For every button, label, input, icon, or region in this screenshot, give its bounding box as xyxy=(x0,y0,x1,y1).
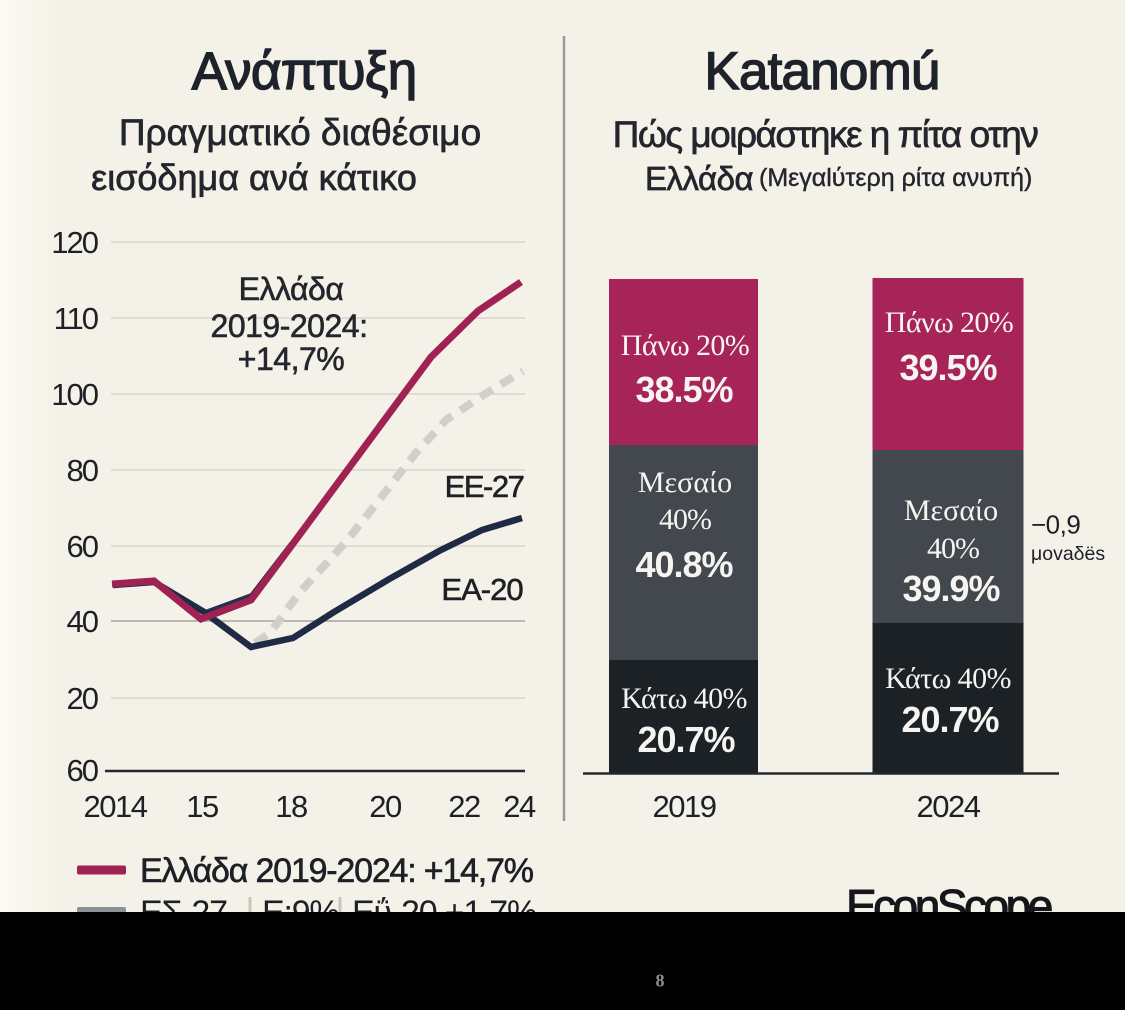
svg-text:(Μεγαlύτερη ρίτα ανυπή): (Μεγαlύτερη ρίτα ανυπή) xyxy=(759,164,1032,192)
svg-text:60: 60 xyxy=(67,529,99,564)
svg-text:100: 100 xyxy=(51,377,98,412)
svg-text:Ελλάδα: Ελλάδα xyxy=(239,271,344,307)
svg-text:20: 20 xyxy=(369,789,402,824)
svg-text:Ελλάδα 2019-2024: +14,7%: Ελλάδα 2019-2024: +14,7% xyxy=(140,852,534,890)
svg-text:Πάνω 20%: Πάνω 20% xyxy=(621,329,749,362)
svg-text:40: 40 xyxy=(67,604,99,639)
svg-text:20.7%: 20.7% xyxy=(637,719,735,760)
svg-text:2024: 2024 xyxy=(917,789,981,824)
svg-text:Πραγματικό διαθέσιμο: Πραγματικό διαθέσιμο xyxy=(119,112,481,153)
svg-text:39.5%: 39.5% xyxy=(899,347,997,388)
svg-text:EA-20: EA-20 xyxy=(441,572,523,607)
svg-text:40%: 40% xyxy=(927,532,979,565)
svg-text:80: 80 xyxy=(67,453,99,488)
svg-text:20: 20 xyxy=(67,681,99,716)
svg-text:40.8%: 40.8% xyxy=(635,544,733,585)
svg-text:εισόδημα ανά κάτικο: εισόδημα ανά κάτικο xyxy=(91,157,417,198)
svg-text:EE-27: EE-27 xyxy=(445,469,524,504)
svg-text:39.9%: 39.9% xyxy=(902,568,1000,609)
svg-text:Μεσαίο: Μεσαίο xyxy=(904,494,998,527)
svg-text:15: 15 xyxy=(186,789,218,824)
svg-text:22: 22 xyxy=(448,789,480,824)
svg-text:−0,9: −0,9 xyxy=(1031,510,1080,540)
svg-text:Katanomú: Katanomú xyxy=(704,42,939,101)
svg-text:40%: 40% xyxy=(659,503,711,536)
svg-text:60: 60 xyxy=(67,753,99,788)
svg-text:Ανάπτυξη: Ανάπτυξη xyxy=(192,42,417,101)
svg-text:μοvaδës: μοvaδës xyxy=(1031,543,1105,565)
svg-text:110: 110 xyxy=(54,301,99,336)
svg-text:Κάτω 40%: Κάτω 40% xyxy=(621,682,747,715)
svg-text:38.5%: 38.5% xyxy=(635,369,733,410)
svg-text:18: 18 xyxy=(275,789,307,824)
svg-text:Μεσαίο: Μεσαίο xyxy=(638,466,732,499)
svg-text:24: 24 xyxy=(503,789,536,824)
svg-text:Πάνω 20%: Πάνω 20% xyxy=(885,306,1013,339)
svg-text:120: 120 xyxy=(51,225,98,260)
svg-text:8: 8 xyxy=(656,971,665,991)
svg-text:Πώς μοιράστηκε η πίτα οτην: Πώς μοιράστηκε η πίτα οτην xyxy=(613,114,1039,155)
svg-text:2019: 2019 xyxy=(653,789,716,824)
svg-text:2014: 2014 xyxy=(84,789,148,824)
svg-text:Κάτω 40%: Κάτω 40% xyxy=(885,662,1011,695)
svg-text:20.7%: 20.7% xyxy=(901,699,999,740)
svg-text:+14,7%: +14,7% xyxy=(238,341,344,377)
svg-text:Ελλάδα: Ελλάδα xyxy=(645,160,753,197)
svg-text:2019-2024:: 2019-2024: xyxy=(211,308,368,344)
